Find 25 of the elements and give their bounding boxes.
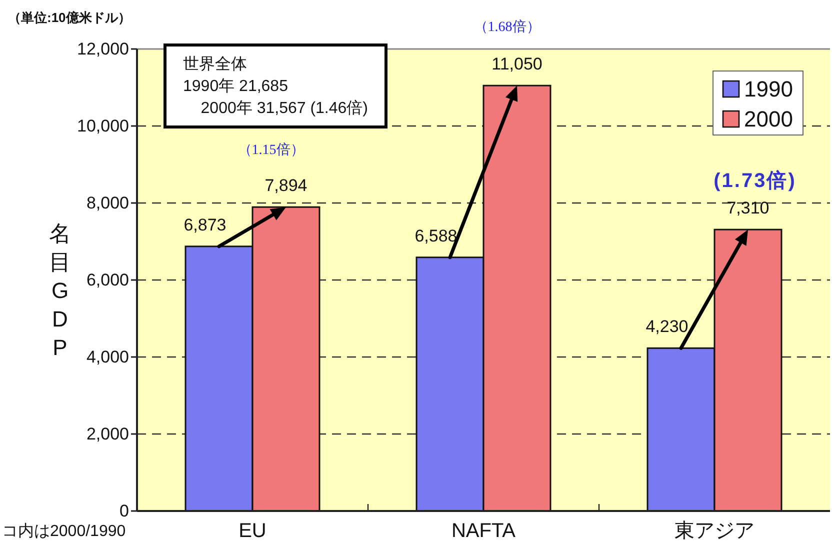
y-tick-label: 0 <box>120 502 129 520</box>
annotation: （単位:10億米ドル） <box>8 10 131 25</box>
data-label: 6,873 <box>184 215 226 234</box>
data-label: 11,050 <box>492 54 542 74</box>
y-tick-label: 12,000 <box>77 40 129 58</box>
y-tick-label: 6,000 <box>86 270 129 290</box>
annotation: (1.73倍) <box>714 170 796 192</box>
x-tick-label: EU <box>238 520 266 541</box>
data-label: 7,894 <box>264 176 308 196</box>
legend-label: 2000 <box>744 106 793 132</box>
x-tick-label: NAFTA <box>451 520 516 541</box>
data-label: 7,310 <box>726 198 770 218</box>
annotation: （1.15倍） <box>238 142 304 158</box>
data-label: 6,588 <box>414 226 458 246</box>
annotation: 世界全体 1990年 21,685 2000年 31,567 (1.46倍) <box>183 56 368 117</box>
data-label: 4,230 <box>646 317 688 336</box>
legend-label: 1990 <box>744 76 793 102</box>
y-tick-label: 2,000 <box>86 424 129 444</box>
y-tick-label: 8,000 <box>86 194 129 212</box>
y-tick-label: 10,000 <box>77 116 129 136</box>
ylabel: 名目GDP <box>49 221 71 360</box>
y-tick-label: 4,000 <box>86 348 129 366</box>
annotation: コ内は2000/1990 <box>2 523 126 540</box>
annotation: （1.68倍） <box>474 20 540 34</box>
x-tick-label: 東アジア <box>674 520 754 541</box>
